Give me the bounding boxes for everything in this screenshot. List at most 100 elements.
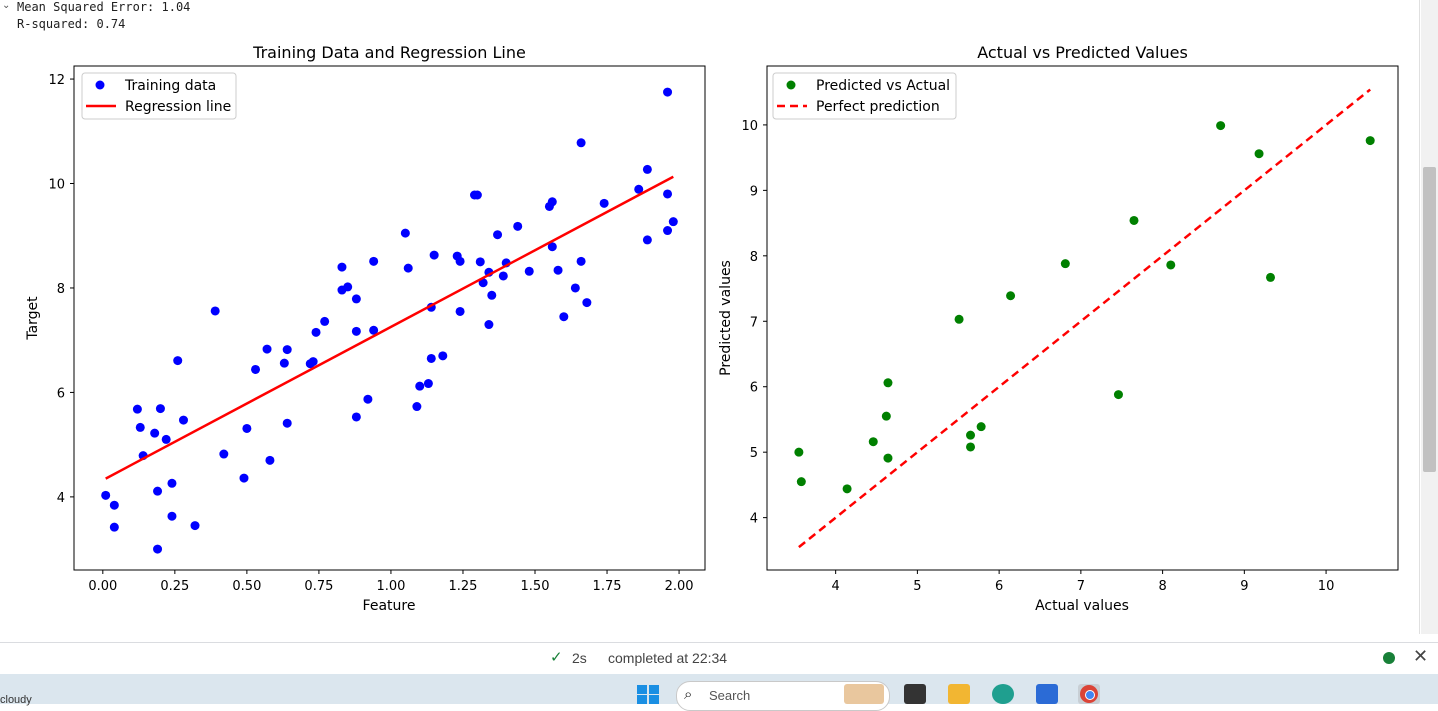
data-point <box>513 221 523 231</box>
data-point <box>796 477 806 487</box>
data-point <box>167 478 177 488</box>
data-point <box>472 190 482 200</box>
x-tick-label: 2.00 <box>665 579 694 594</box>
data-point <box>423 379 433 389</box>
data-point <box>455 256 465 266</box>
windows-start-icon[interactable] <box>637 685 659 704</box>
data-point <box>663 189 673 199</box>
x-tick-label: 10 <box>1318 579 1335 594</box>
data-point <box>794 447 804 457</box>
panel-divider <box>1419 0 1420 634</box>
edge-browser-icon[interactable] <box>992 684 1014 704</box>
data-point <box>966 430 976 440</box>
file-explorer-icon[interactable] <box>948 684 970 704</box>
data-point <box>412 402 422 412</box>
data-point <box>363 394 373 404</box>
data-point <box>415 381 425 391</box>
search-icon: ⌕ <box>684 685 693 703</box>
data-point <box>351 326 361 336</box>
data-point <box>868 437 878 447</box>
data-point <box>308 357 318 367</box>
data-point <box>438 351 448 361</box>
regression-chart: Training Data and Regression Line 0.00 0.2… <box>25 43 706 614</box>
chevron-down-icon[interactable]: ⌄ <box>2 0 11 11</box>
data-point <box>455 306 465 316</box>
data-point <box>1129 215 1139 225</box>
x-tick-label: 1.50 <box>521 579 550 594</box>
y-tick-label: 4 <box>750 512 758 527</box>
legend-label: Regression line <box>125 99 231 115</box>
completed-status: completed at 22:34 <box>608 650 728 666</box>
data-point <box>559 312 569 322</box>
legend-label: Predicted vs Actual <box>816 78 950 94</box>
y-axis-label: Predicted values <box>718 260 734 376</box>
data-point <box>282 418 292 428</box>
x-tick-label: 0.50 <box>232 579 261 594</box>
data-point <box>642 164 652 174</box>
legend-box <box>772 72 957 120</box>
task-view-icon[interactable] <box>904 684 926 704</box>
data-point <box>498 271 508 281</box>
close-icon[interactable]: ✕ <box>1413 646 1429 667</box>
data-point <box>320 316 330 326</box>
data-point <box>475 257 485 267</box>
y-axis-label: Target <box>25 296 41 341</box>
data-point <box>966 442 976 452</box>
r2-output: R-squared: 0.74 <box>17 17 126 31</box>
data-point <box>251 364 261 374</box>
data-point <box>101 490 111 500</box>
data-point <box>954 314 964 324</box>
data-point <box>190 521 200 531</box>
x-axis-label: Feature <box>363 598 416 614</box>
data-point <box>351 294 361 304</box>
elapsed-time: 2s <box>572 650 587 666</box>
data-point <box>150 428 160 438</box>
data-point <box>1113 390 1123 400</box>
y-tick-label: 10 <box>48 178 65 193</box>
x-tick-label: 4 <box>832 579 840 594</box>
data-point <box>576 138 586 148</box>
data-point <box>1265 272 1275 282</box>
x-axis-label: Actual values <box>1035 598 1129 614</box>
data-point <box>242 423 252 433</box>
data-point <box>842 484 852 494</box>
data-point <box>161 434 171 444</box>
data-point <box>582 298 592 308</box>
weather-label[interactable]: cloudy <box>0 694 32 706</box>
search-placeholder: Search <box>709 688 751 703</box>
data-point <box>881 411 891 421</box>
data-point <box>1254 149 1264 159</box>
y-tick-label: 9 <box>750 184 758 199</box>
x-tick-label: 6 <box>995 579 1003 594</box>
data-point <box>351 412 361 422</box>
data-point <box>1006 291 1016 301</box>
store-icon[interactable] <box>1036 684 1058 704</box>
data-point <box>153 486 163 496</box>
data-point <box>173 356 183 366</box>
data-point <box>663 226 673 236</box>
data-point <box>400 228 410 238</box>
data-point <box>132 404 142 414</box>
legend-marker <box>786 80 796 90</box>
scrollbar-thumb[interactable] <box>1423 167 1436 472</box>
data-point <box>547 197 557 207</box>
chrome-icon[interactable] <box>1078 684 1100 704</box>
data-point <box>883 378 893 388</box>
data-point <box>311 327 321 337</box>
x-tick-label: 1.00 <box>376 579 405 594</box>
status-bar <box>0 642 1438 675</box>
x-tick-label: 9 <box>1240 579 1248 594</box>
data-point <box>262 344 272 354</box>
data-point <box>369 256 379 266</box>
legend-label: Training data <box>124 78 216 94</box>
y-tick-label: 5 <box>750 446 758 461</box>
data-point <box>337 262 347 272</box>
data-point <box>153 544 163 554</box>
x-tick-label: 0.75 <box>304 579 333 594</box>
data-point <box>265 455 275 465</box>
data-point <box>663 87 673 97</box>
y-tick-label: 10 <box>741 119 758 134</box>
y-tick-label: 12 <box>48 73 65 88</box>
data-point <box>487 290 497 300</box>
data-point <box>1060 259 1070 269</box>
